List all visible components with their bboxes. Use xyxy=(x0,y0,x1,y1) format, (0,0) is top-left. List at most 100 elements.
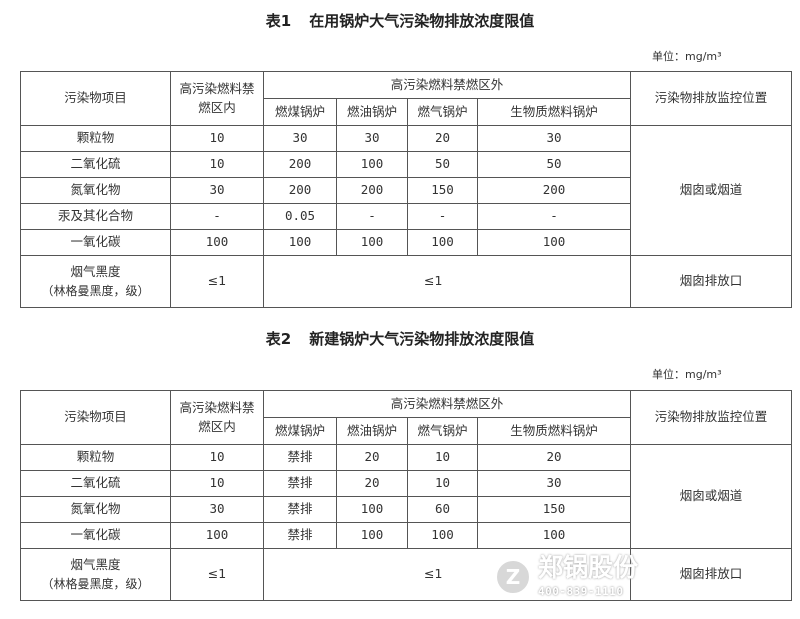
header-inside-zone: 高污染燃料禁燃区内 xyxy=(170,71,264,126)
value-coal: 禁排 xyxy=(263,522,337,549)
value-biomass: 50 xyxy=(476,151,632,178)
smoke-name-line1: 烟气黑度 xyxy=(70,264,121,280)
value-coal: 200 xyxy=(263,151,337,178)
pollutant-name: 氮氧化物 xyxy=(20,496,171,523)
header-biomass: 生物质燃料锅炉 xyxy=(476,417,632,445)
table1-unit: 单位：mg/m³ xyxy=(652,50,722,63)
value-oil: 100 xyxy=(336,496,408,523)
table-row: 一氧化碳 100 禁排 100 100 100 xyxy=(20,522,792,549)
header-oil: 燃油锅炉 xyxy=(336,98,408,126)
smoke-outside: ≤1 xyxy=(262,255,632,308)
pollutant-name: 颗粒物 xyxy=(20,125,171,152)
table-row: 一氧化碳 100 100 100 100 100 xyxy=(20,229,792,256)
value-coal: 30 xyxy=(263,125,337,152)
value-gas: 60 xyxy=(407,496,478,523)
value-inside: 10 xyxy=(170,470,264,497)
value-coal: 禁排 xyxy=(263,470,337,497)
table-row: 二氧化硫 10 200 100 50 50 xyxy=(20,151,792,178)
smoke-monitor: 烟囱排放口 xyxy=(630,548,793,601)
value-coal: 禁排 xyxy=(263,444,337,471)
value-oil: 200 xyxy=(336,177,408,204)
header-monitor: 污染物排放监控位置 xyxy=(630,71,793,126)
value-biomass: 20 xyxy=(476,444,632,471)
value-biomass: 100 xyxy=(476,522,632,549)
smoke-monitor: 烟囱排放口 xyxy=(630,255,793,308)
value-inside: 30 xyxy=(170,496,264,523)
header-pollutant: 污染物项目 xyxy=(20,71,171,126)
value-biomass: - xyxy=(476,203,632,230)
header-outside-zone: 高污染燃料禁燃区外 xyxy=(262,390,632,418)
value-inside: 10 xyxy=(170,151,264,178)
header-row: 污染物项目 高污染燃料禁燃区内 高污染燃料禁燃区外 污染物排放监控位置 xyxy=(20,390,793,445)
pollutant-name: 二氧化硫 xyxy=(20,470,171,497)
table2: 污染物项目 高污染燃料禁燃区内 高污染燃料禁燃区外 污染物排放监控位置 燃煤锅炉 燃油锅炉… xyxy=(20,390,793,601)
smoke-name: 烟气黑度 （林格曼黑度，级） xyxy=(20,255,171,308)
pollutant-name: 一氧化碳 xyxy=(20,522,171,549)
value-oil: 100 xyxy=(336,522,408,549)
smoke-name: 烟气黑度 （林格曼黑度，级） xyxy=(20,548,171,601)
subheader-row: 燃煤锅炉 燃油锅炉 燃气锅炉 生物质燃料锅炉 xyxy=(21,98,792,126)
table-row: 汞及其化合物 -0.05- - - xyxy=(20,203,792,230)
value-gas: 150 xyxy=(407,177,478,204)
smoke-inside: ≤1 xyxy=(170,255,264,308)
monitor-location: 烟囱或烟道 xyxy=(630,444,793,549)
value-oil: 100 xyxy=(336,151,408,178)
value-inside: 10 xyxy=(170,125,264,152)
header-oil: 燃油锅炉 xyxy=(336,417,408,445)
value-inside: 100 xyxy=(170,522,264,549)
header-pollutant: 污染物项目 xyxy=(20,390,171,445)
value-coal: 100 xyxy=(263,229,337,256)
value-inside: 100 xyxy=(170,229,264,256)
value-inside: 30 xyxy=(170,177,264,204)
header-inside-zone: 高污染燃料禁燃区内 xyxy=(170,390,264,445)
pollutant-name: 一氧化碳 xyxy=(20,229,171,256)
header-biomass: 生物质燃料锅炉 xyxy=(476,98,632,126)
header-gas: 燃气锅炉 xyxy=(407,417,478,445)
value-gas: 20 xyxy=(407,125,478,152)
smoke-row: 烟气黑度 （林格曼黑度，级） ≤1 ≤1 烟囱排放口 xyxy=(20,255,793,308)
header-coal: 燃煤锅炉 xyxy=(263,98,337,126)
table2-title: 表2 新建锅炉大气污染物排放浓度限值 xyxy=(265,330,535,348)
value-biomass: 100 xyxy=(476,229,632,256)
table1-title: 表1 在用锅炉大气污染物排放浓度限值 xyxy=(265,12,535,30)
value-gas: 50 xyxy=(407,151,478,178)
value-gas: 100 xyxy=(407,229,478,256)
monitor-location: 烟囱或烟道 xyxy=(630,125,793,256)
header-gas: 燃气锅炉 xyxy=(407,98,478,126)
subheader-row: 燃煤锅炉 燃油锅炉 燃气锅炉 生物质燃料锅炉 xyxy=(21,417,792,445)
value-oil: 20 xyxy=(336,444,408,471)
table-row: 颗粒物 10 30 30 20 30 烟囱或烟道 xyxy=(20,125,793,256)
header-outside-zone: 高污染燃料禁燃区外 xyxy=(262,71,632,99)
value-biomass: 150 xyxy=(476,496,632,523)
table-row: 氮氧化物 30 200 200 150 200 xyxy=(20,177,792,204)
smoke-name-line2: （林格曼黑度，级） xyxy=(41,283,150,298)
value-gas: 10 xyxy=(407,444,478,471)
value-gas: - xyxy=(407,203,478,230)
table-row: 颗粒物 10 禁排 20 10 20 烟囱或烟道 xyxy=(20,444,793,549)
pollutant-name: 氮氧化物 xyxy=(20,177,171,204)
value-biomass: 200 xyxy=(476,177,632,204)
value-biomass: 30 xyxy=(476,125,632,152)
value-inside: 10 xyxy=(170,444,264,471)
value-oil: 100 xyxy=(336,229,408,256)
table1: 污染物项目 高污染燃料禁燃区内 高污染燃料禁燃区外 污染物排放监控位置 燃煤锅炉 燃油锅炉… xyxy=(20,71,793,308)
smoke-name-line1: 烟气黑度 xyxy=(70,557,121,573)
value-oil: 30 xyxy=(336,125,408,152)
value-coal: 禁排 xyxy=(263,496,337,523)
smoke-outside: ≤1 xyxy=(262,548,632,601)
header-coal: 燃煤锅炉 xyxy=(263,417,337,445)
value-oil: 20 xyxy=(336,470,408,497)
value-coal: 200 xyxy=(263,177,337,204)
header-row: 污染物项目 高污染燃料禁燃区内 高污染燃料禁燃区外 污染物排放监控位置 xyxy=(20,71,793,126)
header-monitor: 污染物排放监控位置 xyxy=(630,390,793,445)
value-biomass: 30 xyxy=(476,470,632,497)
pollutant-name: 汞及其化合物 xyxy=(20,203,171,230)
table2-unit: 单位：mg/m³ xyxy=(652,368,722,381)
value-oil: - xyxy=(336,203,408,230)
pollutant-name: 二氧化硫 xyxy=(20,151,171,178)
value-coal: 0.05 xyxy=(263,203,337,230)
table-row: 氮氧化物 30 禁排 100 60 150 xyxy=(20,496,792,523)
smoke-name-line2: （林格曼黑度，级） xyxy=(41,576,150,591)
smoke-row: 烟气黑度 （林格曼黑度，级） ≤1 ≤1 烟囱排放口 xyxy=(20,548,793,601)
value-gas: 10 xyxy=(407,470,478,497)
